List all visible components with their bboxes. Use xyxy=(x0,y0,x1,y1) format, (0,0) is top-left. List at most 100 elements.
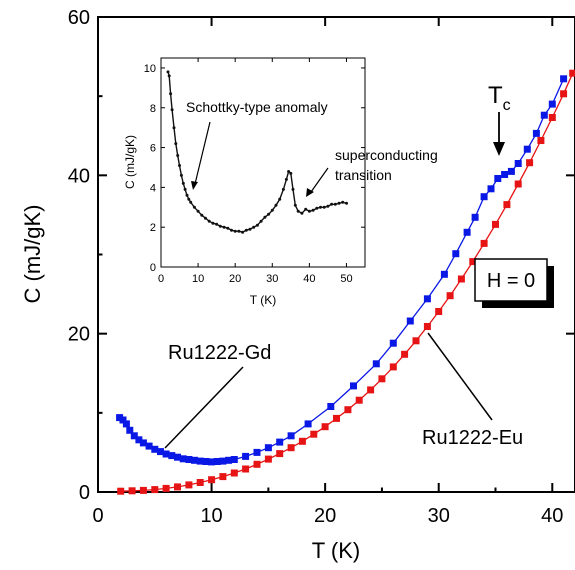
main-data-point xyxy=(253,448,261,456)
main-data-point xyxy=(532,129,540,137)
main-data-point xyxy=(494,175,502,182)
main-data-point xyxy=(287,432,295,440)
main-data-point xyxy=(276,450,284,458)
gd-series-label: Ru1222-Gd xyxy=(168,342,271,364)
main-data-point xyxy=(162,484,170,492)
main-data-point xyxy=(526,159,534,167)
main-series-layer xyxy=(116,69,575,495)
inset-data-point xyxy=(166,70,170,74)
main-data-point xyxy=(355,396,363,404)
tc-arrow-head xyxy=(493,142,505,156)
sc-label-line2: transition xyxy=(335,167,392,183)
inset-data-point xyxy=(181,181,185,185)
main-data-point xyxy=(157,448,164,456)
main-data-point xyxy=(287,444,295,452)
inset-data-point xyxy=(293,203,297,207)
schottky-arrow-head xyxy=(191,181,198,190)
inset-background xyxy=(143,55,368,271)
inset-data-point xyxy=(226,226,230,230)
main-data-point xyxy=(548,114,556,121)
inset-data-point xyxy=(267,212,271,216)
main-data-point xyxy=(151,445,159,453)
main-data-point xyxy=(321,423,329,431)
main-data-point xyxy=(174,483,181,491)
sc-arrow-head xyxy=(306,188,314,197)
main-x-tick-label: 20 xyxy=(314,505,336,527)
main-data-point xyxy=(412,337,420,345)
main-data-point xyxy=(225,456,233,464)
main-data-point xyxy=(560,90,568,98)
inset-data-point xyxy=(311,208,315,212)
main-y-tick-label: 0 xyxy=(79,482,90,504)
main-x-axis-label: T (K) xyxy=(312,538,360,563)
main-data-point xyxy=(242,465,250,473)
main-data-point xyxy=(480,239,488,247)
main-data-point xyxy=(202,458,210,465)
inset-data-point xyxy=(270,208,274,212)
inset-data-point xyxy=(178,164,181,167)
eu-label-pointer xyxy=(427,332,493,421)
main-data-point xyxy=(230,456,238,463)
main-data-point xyxy=(117,487,125,495)
inset-y-tick-label: 8 xyxy=(150,103,156,115)
main-data-point xyxy=(372,360,380,368)
main-data-point xyxy=(304,420,312,428)
inset-data-point xyxy=(284,177,288,181)
main-data-point xyxy=(151,486,159,494)
main-x-tick-label: 10 xyxy=(200,505,222,527)
inset-data-point xyxy=(174,142,178,146)
field-box: H = 0 xyxy=(474,258,554,308)
inset-data-point xyxy=(230,228,233,232)
main-data-point xyxy=(367,386,375,394)
main-data-point xyxy=(162,450,170,458)
main-data-point xyxy=(446,292,454,300)
main-data-point xyxy=(435,308,443,315)
main-data-point xyxy=(501,171,509,178)
main-data-point xyxy=(389,339,397,347)
inset-data-point xyxy=(200,213,204,217)
main-data-point xyxy=(230,469,238,477)
main-data-point xyxy=(119,416,127,424)
main-data-point xyxy=(492,220,499,228)
inset-data-point xyxy=(322,205,326,209)
main-data-point xyxy=(514,180,522,188)
main-data-point xyxy=(350,382,357,390)
inset-chart: 0 10 20 30 40 50 0 2 4 6 8 10 T (K) C (mJ/gK) Scho… xyxy=(123,55,438,307)
main-data-point xyxy=(122,420,130,428)
inset-data-point xyxy=(333,202,337,206)
inset-y-tick-label: 10 xyxy=(144,63,156,75)
main-data-point xyxy=(469,258,477,266)
main-y-ticks: 0 20 40 60 xyxy=(68,7,575,504)
inset-data-point xyxy=(274,203,278,207)
inset-y-tick-label: 2 xyxy=(150,222,156,234)
inset-data-point xyxy=(196,209,200,213)
inset-data-point xyxy=(241,230,245,234)
main-x-tick-label: 30 xyxy=(428,505,450,527)
main-axes: 0 10 20 30 40 0 20 40 60 T (K) C (mJ/gK) xyxy=(20,7,575,563)
main-y-tick-label: 60 xyxy=(68,7,90,29)
main-data-point xyxy=(253,460,261,468)
main-data-point xyxy=(145,442,153,450)
tc-label-subscript: c xyxy=(503,97,511,114)
inset-plot-frame xyxy=(160,57,366,268)
inset-data-point xyxy=(252,225,256,229)
inset-data-point xyxy=(263,215,267,219)
inset-x-tick-label: 20 xyxy=(229,273,241,285)
inset-x-tick-label: 40 xyxy=(303,273,315,285)
inset-data-point xyxy=(185,193,189,197)
inset-data-point xyxy=(255,223,259,227)
inset-data-point xyxy=(215,222,219,226)
inset-data-point xyxy=(291,187,295,191)
inset-data-point xyxy=(233,229,237,233)
main-data-point xyxy=(463,228,471,236)
main-data-point xyxy=(139,486,147,494)
main-data-point xyxy=(540,111,548,119)
main-data-point xyxy=(208,476,216,484)
sc-pointer xyxy=(310,167,329,193)
main-data-point xyxy=(264,455,272,463)
main-data-point xyxy=(537,137,545,144)
inset-x-ticks: 0 10 20 30 40 50 xyxy=(158,58,353,285)
main-y-axis-label: C (mJ/gK) xyxy=(20,205,45,304)
inset-data-point xyxy=(218,224,222,228)
field-label: H = 0 xyxy=(487,270,535,292)
